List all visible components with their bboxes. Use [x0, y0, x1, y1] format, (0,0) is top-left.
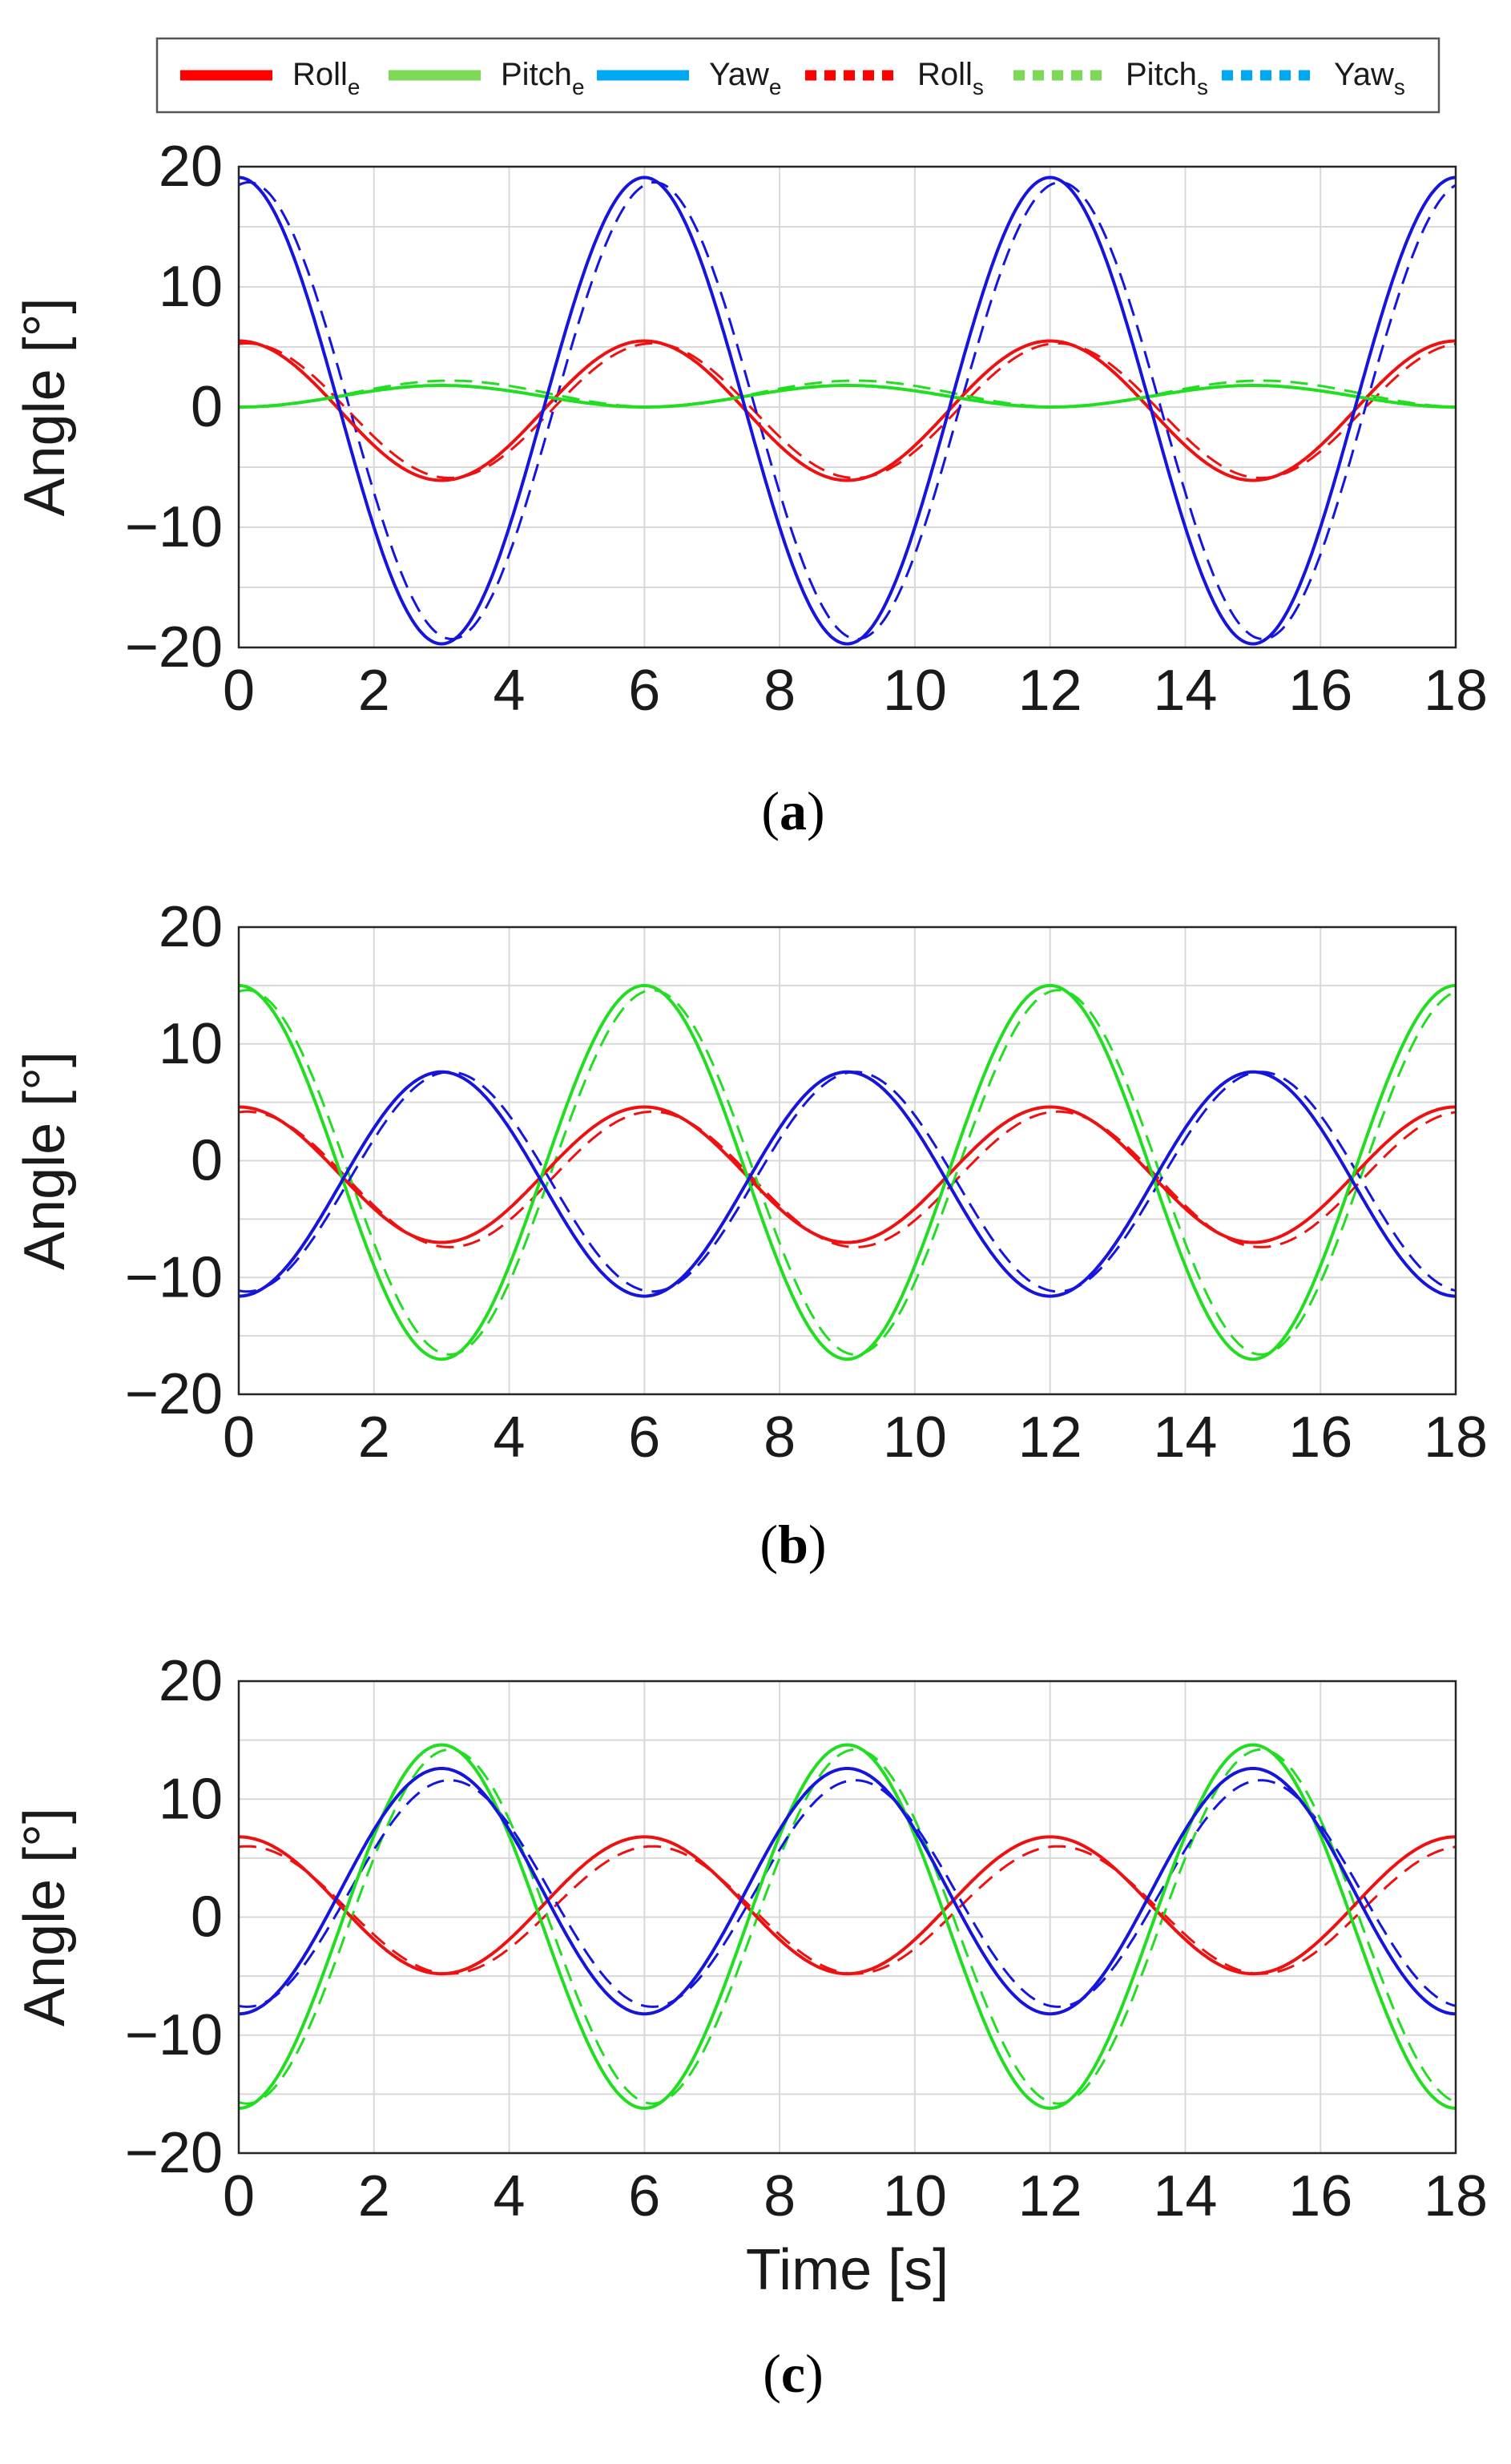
x-tick-label: 14 [1153, 659, 1217, 723]
y-tick-label: −10 [125, 2003, 223, 2067]
legend-entry-roll-e: Rolle [180, 57, 360, 99]
series-line-roll-e [239, 339, 1456, 482]
x-axis-label: Time [s] [746, 2238, 949, 2302]
y-axis-label: Angle [°] [13, 1051, 77, 1270]
panel-c: 0 2 4 6 8 10 12 14 16 18 20 10 0 −10 −20 Angle [°] Time … [13, 1649, 1488, 2404]
legend: Rolle Pitche Yawe Rolls Pitchs Yaws [155, 37, 1440, 114]
legend-entry-yaw-e: Yawe [597, 57, 781, 99]
series-line-pitch-e [239, 1743, 1456, 2110]
x-tick-label: 10 [883, 659, 947, 723]
panel-b: 0 2 4 6 8 10 12 14 16 18 20 10 0 −10 −20 Angle [°] (b) [13, 895, 1488, 1575]
x-tick-label: 8 [764, 2164, 796, 2228]
series-group [239, 983, 1456, 1361]
y-tick-label: −20 [125, 615, 223, 680]
grid [238, 926, 1457, 1395]
y-tick-label: −20 [125, 2121, 223, 2185]
y-tick-label: 20 [159, 135, 223, 199]
series-line-yaw-s [239, 181, 1456, 640]
legend-label: Yaws [1334, 57, 1405, 99]
legend-label: Rolle [292, 57, 360, 99]
series-line-pitch-e [239, 983, 1456, 1361]
grid [238, 166, 1457, 648]
legend-entry-yaw-s: Yaws [1222, 57, 1405, 99]
series-group [239, 1743, 1456, 2110]
panel-a: 0 2 4 6 8 10 12 14 16 18 20 10 0 −10 −20 Angle [°] (a) [13, 135, 1488, 841]
x-tick-label: 4 [494, 1405, 526, 1470]
series-line-roll-s [239, 342, 1456, 479]
x-tick-label: 18 [1424, 1405, 1488, 1470]
panel-caption: (b) [760, 1514, 826, 1575]
y-tick-label: 10 [159, 1012, 223, 1076]
axes-box [237, 1680, 1457, 2155]
series-group [239, 175, 1456, 646]
x-tick-label: 12 [1018, 1405, 1082, 1470]
y-tick-label: −20 [125, 1362, 223, 1426]
y-axis-label: Angle [°] [13, 1808, 77, 2026]
y-tick-label: 0 [191, 1129, 223, 1193]
series-line-pitch-s [239, 1748, 1456, 2105]
legend-label: Pitche [501, 57, 585, 99]
x-tick-label: 4 [494, 2164, 526, 2228]
series-line-roll-e [239, 1835, 1456, 1976]
x-tick-label: 0 [223, 659, 255, 723]
y-axis-label: Angle [°] [13, 298, 77, 517]
y-tick-label: 20 [159, 895, 223, 959]
x-tick-label: 8 [764, 659, 796, 723]
x-tick-label: 2 [358, 659, 390, 723]
x-tick-label: 18 [1424, 659, 1488, 723]
x-tick-label: 6 [628, 659, 660, 723]
axes-box [237, 926, 1457, 1396]
x-tick-label: 6 [628, 1405, 660, 1470]
series-line-pitch-s [239, 379, 1456, 409]
x-tick-label: 14 [1153, 2164, 1217, 2228]
series-line-yaw-s [239, 1779, 1456, 2008]
x-tick-label: 12 [1018, 659, 1082, 723]
x-tick-label: 12 [1018, 2164, 1082, 2228]
series-line-roll-e [239, 1105, 1456, 1244]
y-tick-label: 0 [191, 375, 223, 439]
x-tick-label: 2 [358, 2164, 390, 2228]
x-tick-label: 16 [1288, 659, 1352, 723]
y-tick-label: 20 [159, 1649, 223, 1713]
panel-caption: (c) [763, 2343, 824, 2404]
panel-caption: (a) [761, 780, 824, 841]
series-line-yaw-e [239, 175, 1456, 646]
series-line-roll-s [239, 1845, 1456, 1975]
axes-box [237, 165, 1457, 649]
x-tick-label: 10 [883, 2164, 947, 2228]
x-tick-label: 2 [358, 1405, 390, 1470]
x-tick-label: 0 [223, 1405, 255, 1470]
y-tick-label: 10 [159, 1767, 223, 1831]
legend-entry-pitch-s: Pitchs [1013, 57, 1208, 99]
series-line-pitch-s [239, 989, 1456, 1356]
x-tick-label: 4 [494, 659, 526, 723]
series-line-yaw-e [239, 1070, 1456, 1298]
x-tick-label: 8 [764, 1405, 796, 1470]
x-tick-label: 0 [223, 2164, 255, 2228]
y-tick-label: 0 [191, 1885, 223, 1950]
y-tick-label: −10 [125, 495, 223, 559]
legend-label: Pitchs [1126, 57, 1208, 99]
legend-entry-pitch-e: Pitche [389, 57, 585, 99]
x-tick-label: 14 [1153, 1405, 1217, 1470]
legend-entry-roll-s: Rolls [805, 57, 984, 99]
series-line-pitch-e [239, 384, 1456, 409]
y-tick-label: −10 [125, 1245, 223, 1309]
series-line-yaw-e [239, 1767, 1456, 2016]
y-tick-label: 10 [159, 255, 223, 319]
series-line-roll-s [239, 1110, 1456, 1248]
x-tick-label: 16 [1288, 2164, 1352, 2228]
x-tick-label: 18 [1424, 2164, 1488, 2228]
series-line-yaw-s [239, 1071, 1456, 1293]
legend-label: Yawe [709, 57, 781, 99]
legend-label: Rolls [917, 57, 984, 99]
x-tick-label: 16 [1288, 1405, 1352, 1470]
x-tick-label: 10 [883, 1405, 947, 1470]
x-tick-label: 6 [628, 2164, 660, 2228]
